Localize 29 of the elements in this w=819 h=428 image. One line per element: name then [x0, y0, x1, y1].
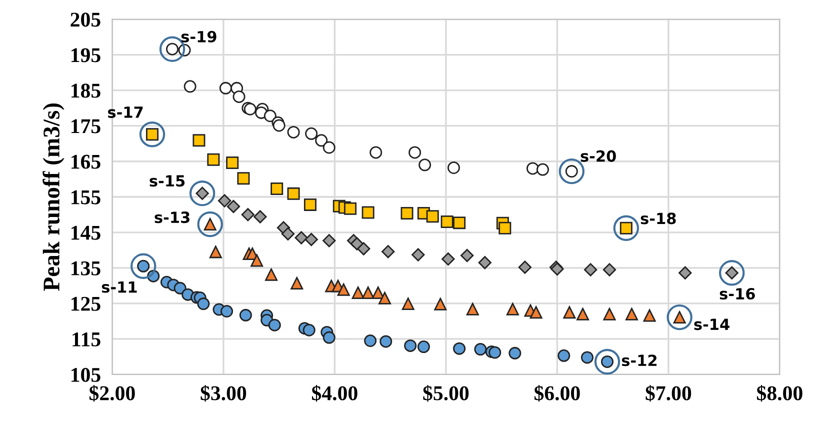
y-tick-label: 205 — [70, 12, 100, 27]
x-tick-label: $6.00 — [534, 384, 580, 402]
annotation: s-15 — [150, 175, 185, 187]
annotation: s-19 — [181, 30, 216, 42]
y-tick-label: 135 — [72, 261, 100, 276]
y-tick-label: 195 — [72, 48, 100, 62]
y-axis-title: Peak runoff (m3/s) — [42, 103, 64, 291]
annotation: s-11 — [102, 281, 137, 293]
x-tick-label: $4.00 — [312, 384, 358, 402]
y-tick-label: 165 — [72, 154, 100, 169]
x-tick-label: $3.00 — [200, 384, 246, 402]
annotation: s-16 — [720, 288, 755, 300]
x-tick-label: $8.00 — [756, 384, 802, 402]
y-tick-label: 145 — [72, 226, 100, 240]
y-tick-label: 125 — [72, 296, 100, 311]
x-tick-label: $7.00 — [646, 384, 692, 402]
annotation: s-17 — [108, 106, 143, 118]
y-tick-label: 115 — [72, 332, 100, 346]
annotation: s-12 — [622, 354, 657, 366]
x-tick-label: $2.00 — [90, 384, 135, 402]
annotation: s-18 — [640, 212, 676, 224]
y-tick-label: 185 — [72, 84, 100, 98]
y-tick-label: 105 — [72, 368, 100, 382]
x-tick-label: $5.00 — [423, 384, 469, 402]
y-tick-label: 155 — [72, 190, 100, 204]
annotation: s-20 — [580, 150, 616, 162]
annotation: s-14 — [694, 318, 730, 330]
annotation: s-13 — [154, 212, 190, 224]
y-tick-label: 175 — [72, 119, 100, 134]
